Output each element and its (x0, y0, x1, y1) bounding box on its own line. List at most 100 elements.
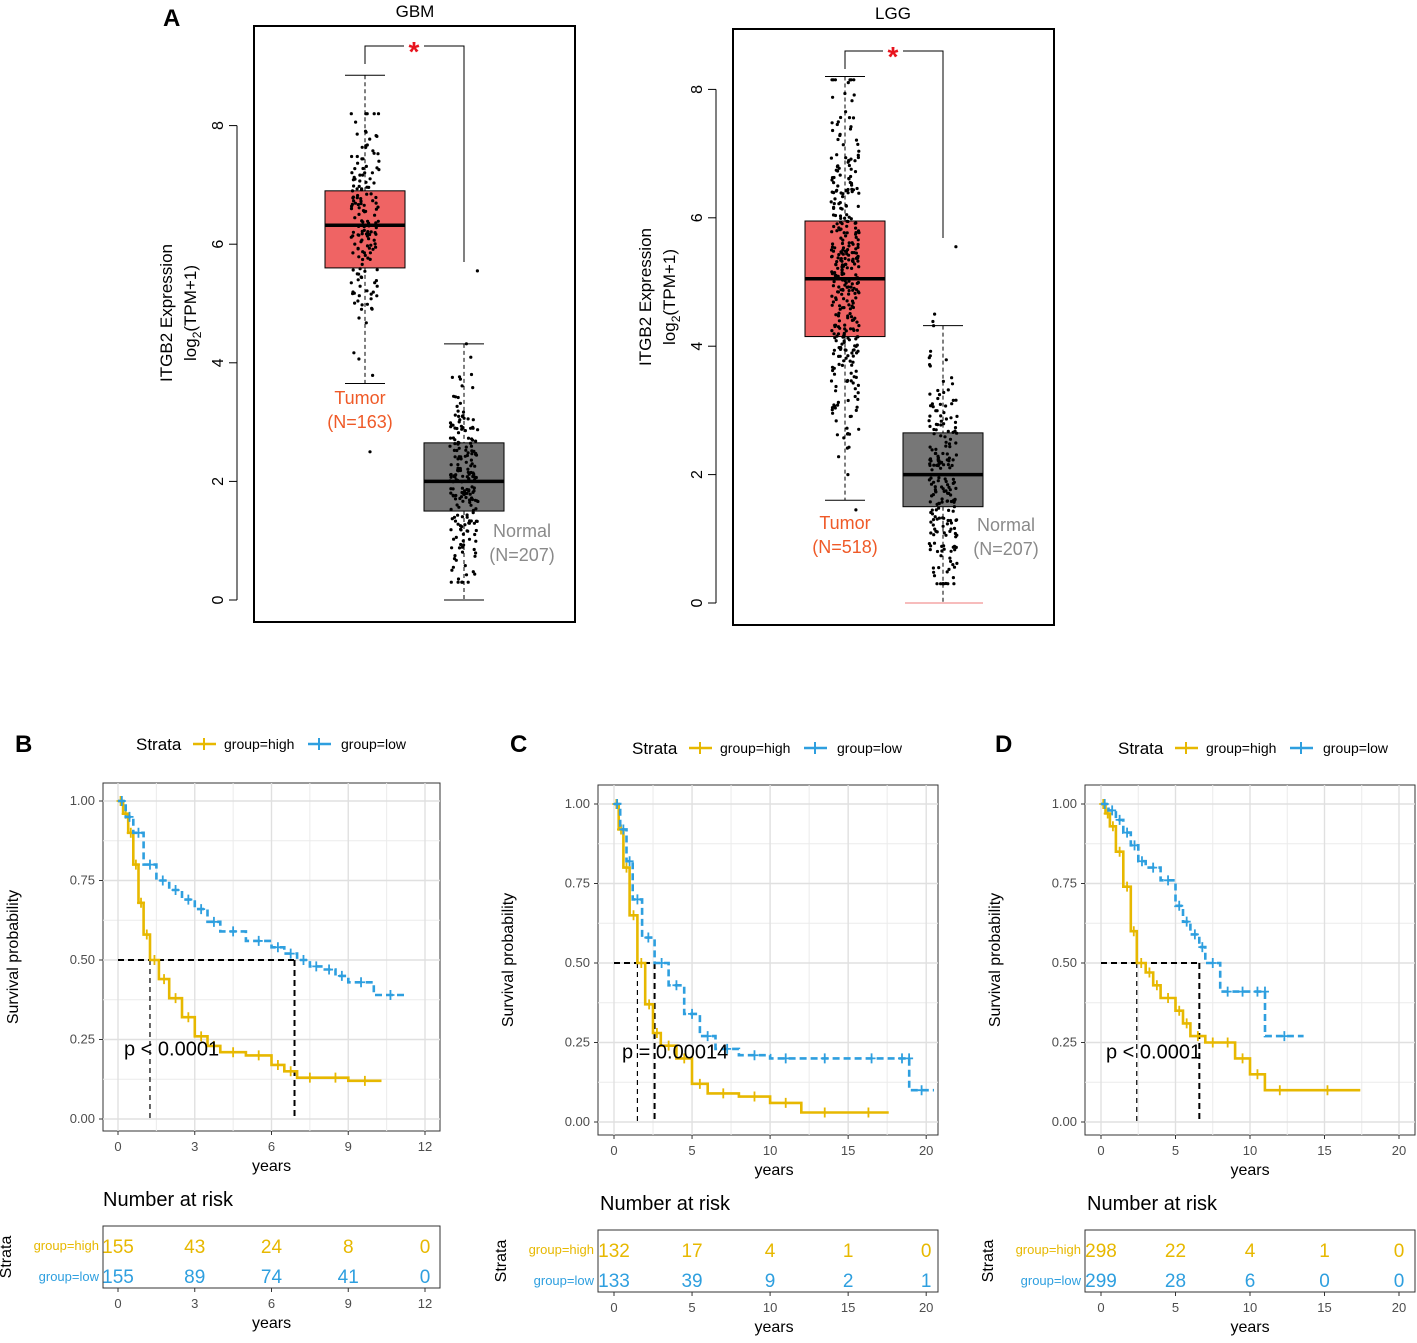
normal-point (935, 502, 939, 506)
tumor-point (837, 319, 842, 323)
tumor-point (846, 191, 850, 195)
risk-low-count: 39 (681, 1271, 702, 1292)
risk-high-count: 0 (921, 1241, 932, 1262)
tumor-point (842, 436, 846, 440)
tumor-point (833, 336, 837, 340)
tumor-point (352, 351, 356, 355)
censor-mark-high (1223, 1037, 1232, 1048)
censor-mark-low (1137, 856, 1146, 867)
normal-point (470, 497, 474, 502)
normal-point (466, 467, 470, 471)
normal-point (950, 402, 954, 406)
tumor-point (829, 379, 834, 383)
tumor-point (849, 157, 853, 161)
tumor-point (358, 267, 362, 271)
tumor-point (849, 167, 853, 171)
normal-point (464, 573, 469, 577)
censor-mark-low (1238, 986, 1247, 997)
normal-point (940, 497, 944, 501)
normal-point (455, 448, 459, 453)
tumor-point (353, 301, 357, 305)
censor-mark-high (652, 1027, 661, 1038)
lgg-frame (732, 28, 1055, 626)
tumor-point (357, 184, 361, 188)
normal-point (947, 485, 951, 489)
p-value-annotation: p = 0.00014 (622, 1041, 728, 1063)
tumor-point (849, 174, 853, 179)
tumor-point (847, 253, 851, 257)
normal-point (929, 459, 933, 463)
tumor-point (840, 342, 844, 346)
panel-label-b: B (15, 731, 32, 758)
tumor-point (847, 303, 851, 307)
tumor-point (844, 329, 848, 333)
normal-point (931, 566, 936, 570)
censor-mark-high (209, 1040, 218, 1051)
normal-point (932, 480, 936, 484)
censor-mark-high (1129, 926, 1138, 937)
censor-mark-low (1182, 916, 1191, 927)
tumor-point (374, 232, 378, 236)
normal-point (463, 429, 467, 433)
tumor-point (374, 245, 378, 249)
censor-mark-high (1175, 1005, 1184, 1016)
normal-point (461, 532, 465, 536)
normal-point (932, 324, 936, 328)
risk-x-axis-label: years (1230, 1319, 1269, 1336)
risk-low-label: group=low (1021, 1273, 1082, 1288)
normal-point (954, 518, 958, 523)
tumor-point (836, 137, 840, 142)
normal-point (455, 404, 459, 408)
normal-point (928, 548, 932, 552)
tumor-point (842, 340, 846, 344)
normal-point (938, 402, 943, 406)
x-axis-label: years (1230, 1162, 1269, 1179)
tumor-point (850, 183, 854, 187)
tumor-point (368, 251, 372, 255)
y-tick-label: 4 (689, 342, 706, 351)
tumor-point (375, 268, 379, 272)
normal-point (448, 421, 453, 425)
tumor-point (362, 203, 366, 207)
normal-point (466, 580, 470, 584)
tumor-point (834, 168, 838, 172)
normal-point (947, 456, 952, 460)
tumor-point (856, 245, 860, 249)
tumor-point (376, 112, 381, 116)
normal-point (449, 491, 453, 495)
normal-point (939, 434, 943, 438)
tumor-point (844, 204, 849, 208)
normal-point (941, 582, 945, 586)
tumor-point (835, 153, 839, 157)
risk-table-frame (597, 1229, 939, 1293)
tumor-point (359, 240, 363, 244)
tumor-point (854, 138, 859, 142)
risk-low-count: 9 (765, 1271, 776, 1292)
tumor-point (836, 256, 840, 260)
tumor-point (365, 244, 370, 248)
tumor-point (849, 379, 853, 383)
tumor-point (852, 375, 856, 379)
risk-high-count: 0 (1394, 1241, 1405, 1262)
risk-high-count: 298 (1085, 1241, 1117, 1262)
normal-point (934, 428, 938, 432)
censor-mark-low (1149, 862, 1158, 873)
normal-point (947, 442, 952, 446)
normal-point (474, 507, 478, 511)
censor-mark-low (781, 1053, 790, 1064)
tumor-point (371, 373, 375, 377)
tumor-point (364, 180, 368, 184)
risk-high-count: 0 (420, 1237, 431, 1258)
censor-mark-low (171, 885, 180, 896)
tumor-point (851, 305, 856, 310)
normal-point (934, 409, 938, 413)
tumor-point (843, 262, 848, 266)
normal-point (932, 570, 936, 574)
normal-point (464, 445, 468, 449)
censor-mark-high (1137, 958, 1146, 968)
normal-point (449, 580, 453, 584)
risk-low-count: 6 (1245, 1271, 1256, 1292)
tumor-point (843, 216, 847, 220)
normal-point (449, 507, 453, 511)
